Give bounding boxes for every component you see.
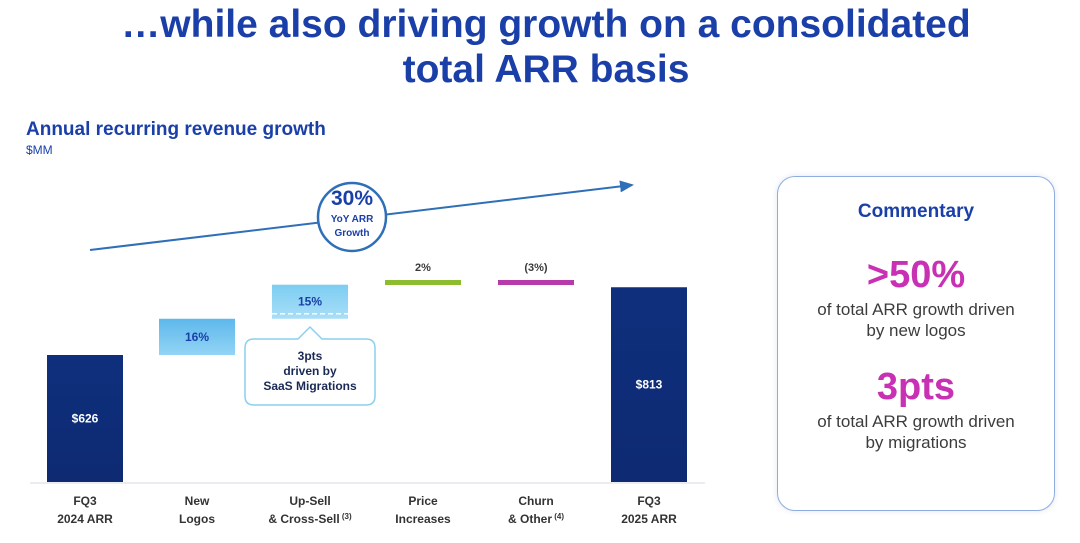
tick-up-sell-cross-sell-footnote: (3) xyxy=(340,512,352,521)
growth-annotation-line-1: YoY ARR xyxy=(331,214,374,225)
label-churn-other: (3%) xyxy=(524,262,548,274)
growth-annotation-value: 30% xyxy=(331,187,373,210)
slide-title-line-1: …while also driving growth on a consolid… xyxy=(121,3,971,46)
saas-migrations-callout xyxy=(244,325,376,406)
new-logos-stat-line-1: of total ARR growth driven xyxy=(817,300,1015,319)
label-price-increases: 2% xyxy=(415,262,431,274)
bar-new-logos xyxy=(159,318,235,355)
migrations-stat-line-2: by migrations xyxy=(865,433,967,452)
tick-price-increases-line-1: Price xyxy=(408,494,438,508)
arr-waterfall-chart: $626 16% 15% 2% (3%) $813 30% YoY ARR Growth 3pts… xyxy=(30,180,705,526)
tick-churn-other-line-1: Churn xyxy=(518,494,553,508)
chart-title: Annual recurring revenue growth xyxy=(26,119,326,140)
tick-fq3-2024-arr-line-1: FQ3 xyxy=(73,494,97,508)
bar-fq3-2025-arr xyxy=(611,287,687,482)
tick-churn-other-line-2: & Other (4) xyxy=(508,512,564,526)
commentary-panel: Commentary >50% of total ARR growth driv… xyxy=(777,176,1055,511)
tick-up-sell-cross-sell-line-2: & Cross-Sell (3) xyxy=(268,512,352,526)
tick-price-increases-line-2: Increases xyxy=(395,512,451,526)
tick-fq3-2024-arr-line-2: 2024 ARR xyxy=(57,512,113,526)
growth-annotation-circle xyxy=(316,181,388,253)
slide-title: …while also driving growth on a consolid… xyxy=(0,2,1080,92)
migrations-stat-line-1: of total ARR growth driven xyxy=(817,412,1015,431)
tick-churn-other-footnote: (4) xyxy=(552,512,564,521)
tick-new-logos-line-1: New xyxy=(185,494,210,508)
label-fq3-2024-arr: $626 xyxy=(72,412,99,426)
bar-fq3-2024-arr xyxy=(47,355,123,482)
commentary-heading: Commentary xyxy=(857,201,975,222)
chart-unit-label: $MM xyxy=(26,143,53,157)
label-fq3-2025-arr: $813 xyxy=(636,378,663,392)
label-up-sell: 15% xyxy=(298,295,322,309)
growth-annotation-line-2: Growth xyxy=(335,228,370,239)
new-logos-stat-line-2: by new logos xyxy=(866,321,966,340)
label-new-logos: 16% xyxy=(185,330,209,344)
slide-title-line-2: total ARR basis xyxy=(402,48,690,91)
bar-churn-other xyxy=(498,280,574,285)
tick-fq3-2025-arr-line-1: FQ3 xyxy=(637,494,661,508)
migrations-stat-value: 3pts xyxy=(876,366,956,408)
new-logos-stat-value: >50% xyxy=(866,254,966,296)
callout-line-2: driven by xyxy=(283,364,337,378)
callout-line-1: 3pts xyxy=(298,349,323,363)
callout-line-3: SaaS Migrations xyxy=(263,379,357,393)
tick-up-sell-cross-sell-line-1: Up-Sell xyxy=(289,494,330,508)
bar-price-increases xyxy=(385,280,461,285)
tick-new-logos-line-2: Logos xyxy=(179,512,215,526)
tick-fq3-2025-arr-line-2: 2025 ARR xyxy=(621,512,677,526)
